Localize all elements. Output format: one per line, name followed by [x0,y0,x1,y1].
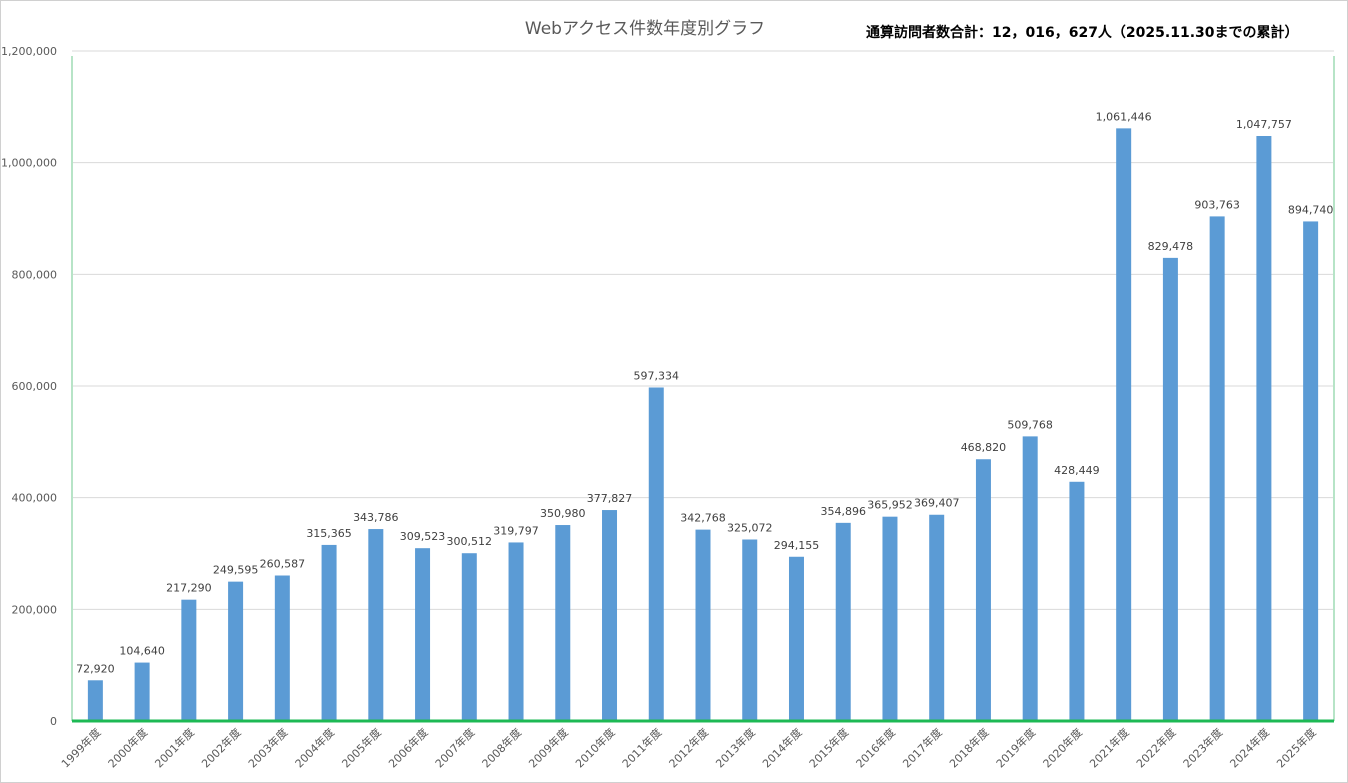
data-label: 315,365 [306,527,352,540]
x-tick-label: 2009年度 [526,725,571,770]
bar [415,548,431,721]
bar [1069,481,1085,721]
data-label: 294,155 [774,539,820,552]
x-tick-label: 2014年度 [759,725,804,770]
data-label: 72,920 [76,662,115,675]
x-tick-label: 2003年度 [245,725,290,770]
bar [882,516,898,721]
y-tick-label: 600,000 [12,380,58,393]
total-visitors-annotation: 通算訪問者数合計：12，016，627人（2025.11.30までの累計） [866,25,1299,41]
bar [87,680,103,721]
bar [835,522,851,721]
x-tick-label: 2007年度 [432,725,477,770]
bar [1209,216,1225,721]
y-tick-label: 800,000 [12,268,58,281]
data-label: 509,768 [1007,418,1053,431]
data-label: 343,786 [353,511,399,524]
data-label: 319,797 [493,524,539,537]
y-tick-label: 200,000 [12,603,58,616]
bar [695,529,711,721]
data-label: 104,640 [119,645,165,658]
x-tick-label: 2023年度 [1180,725,1225,770]
bar [1256,136,1272,722]
data-label: 428,449 [1054,464,1100,477]
bar [1022,436,1038,721]
y-tick-label: 400,000 [12,492,58,505]
bar [975,459,991,721]
y-tick-label: 1,000,000 [1,157,57,170]
x-tick-label: 2002年度 [198,725,243,770]
x-tick-label: 2005年度 [339,725,384,770]
bar [742,539,758,721]
x-tick-label: 2015年度 [806,725,851,770]
bar [368,529,384,721]
data-label: 369,407 [914,497,960,510]
x-tick-label: 2008年度 [479,725,524,770]
x-tick-label: 2001年度 [152,725,197,770]
chart-title: Webアクセス件数年度別グラフ [524,19,766,39]
bar [228,581,244,721]
y-tick-label: 0 [50,715,57,728]
x-tick-label: 2021年度 [1087,725,1132,770]
x-tick-label: 2013年度 [713,725,758,770]
bar [274,575,290,721]
x-tick-label: 2010年度 [572,725,617,770]
data-label: 468,820 [961,441,1007,454]
bar [1162,257,1178,721]
data-label: 597,334 [634,369,680,382]
x-tick-label: 1999年度 [58,725,103,770]
data-label: 894,740 [1288,203,1334,216]
data-label: 260,587 [260,558,306,571]
data-label: 217,290 [166,582,212,595]
bar [181,599,197,721]
x-tick-label: 2024年度 [1227,725,1272,770]
bar [321,544,337,721]
bar [1116,128,1132,721]
data-label: 342,768 [680,512,726,525]
x-tick-label: 2019年度 [993,725,1038,770]
x-tick-label: 2016年度 [853,725,898,770]
bar [134,662,150,721]
data-label: 377,827 [587,492,633,505]
x-tick-label: 2000年度 [105,725,150,770]
x-tick-label: 2004年度 [292,725,337,770]
x-tick-label: 2018年度 [946,725,991,770]
x-tick-label: 2025年度 [1273,725,1318,770]
data-label: 1,047,757 [1236,118,1292,131]
data-label: 249,595 [213,564,259,577]
data-label: 300,512 [447,535,493,548]
x-tick-label: 2020年度 [1040,725,1085,770]
x-tick-label: 2022年度 [1133,725,1178,770]
x-tick-label: 2012年度 [666,725,711,770]
data-label: 1,061,446 [1096,110,1152,123]
x-tick-label: 2006年度 [385,725,430,770]
data-label: 354,896 [820,505,866,518]
bar [929,514,945,721]
data-label: 325,072 [727,522,773,535]
data-label: 829,478 [1148,240,1194,253]
bar [461,553,477,721]
bar [788,556,804,721]
y-tick-label: 1,200,000 [1,45,57,58]
data-label: 350,980 [540,507,586,520]
x-tick-label: 2017年度 [900,725,945,770]
data-label: 903,763 [1194,198,1240,211]
x-tick-label: 2011年度 [619,725,664,770]
data-label: 309,523 [400,530,446,543]
data-label: 365,952 [867,499,913,512]
bar [602,510,618,721]
bar [508,542,524,721]
bar [555,525,571,721]
bar [1303,221,1319,721]
bar [648,387,664,721]
